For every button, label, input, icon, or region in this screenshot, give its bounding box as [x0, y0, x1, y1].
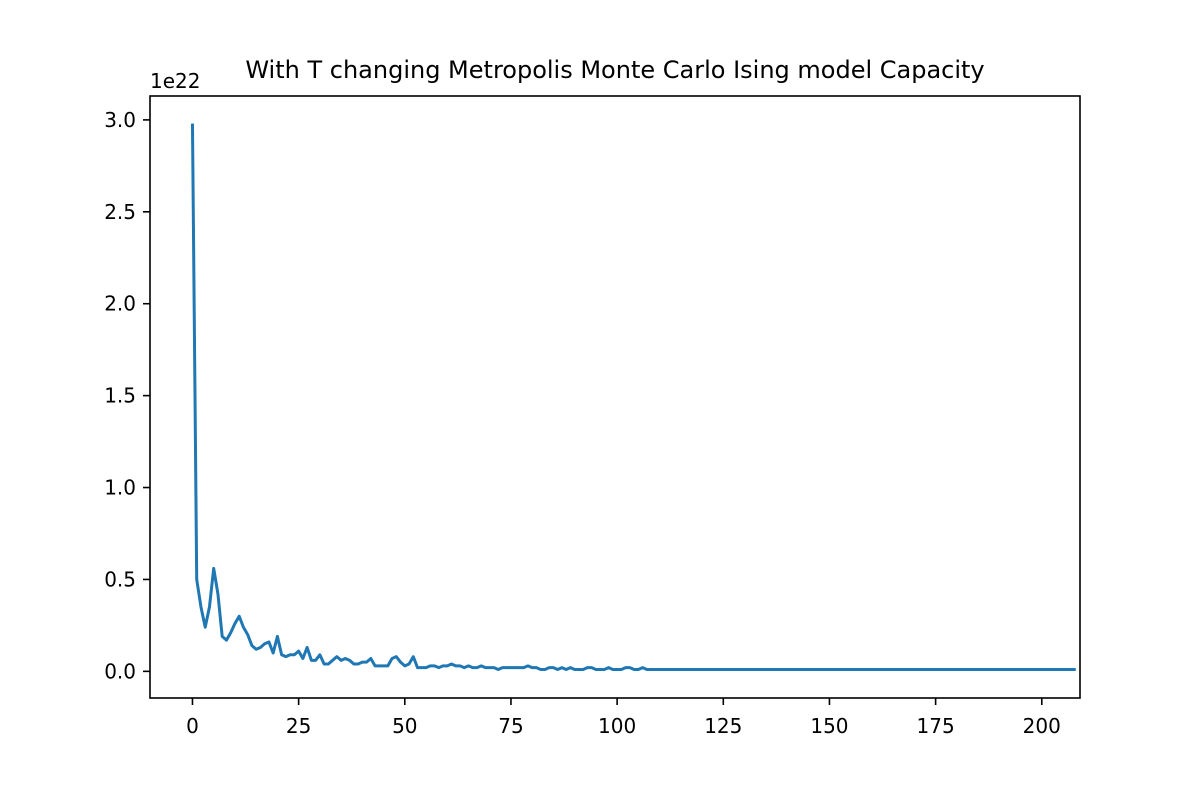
y-tick-label: 3.0 [104, 108, 136, 132]
series-line-0 [190, 123, 1076, 672]
x-tick-label: 100 [598, 714, 636, 738]
axes-frame [149, 95, 1081, 699]
y-offset-label: 1e22 [150, 69, 200, 93]
x-tick-label: 150 [810, 714, 848, 738]
y-tick-label: 2.5 [104, 200, 136, 224]
y-tick-label: 0.5 [104, 567, 136, 591]
x-tick-label: 125 [704, 714, 742, 738]
chart-title: With T changing Metropolis Monte Carlo I… [245, 56, 984, 84]
x-tick-label: 175 [917, 714, 955, 738]
y-axis: 0.0 0.5 1.0 1.5 2.0 2.5 3.0 [104, 108, 150, 683]
plot-area [149, 95, 1081, 699]
x-tick-label: 200 [1023, 714, 1061, 738]
x-tick-label: 25 [286, 714, 311, 738]
x-axis: 0 25 50 75 100 125 150 175 200 [186, 698, 1061, 738]
y-tick-label: 1.0 [104, 476, 136, 500]
y-tick-label: 0.0 [104, 659, 136, 683]
y-tick-label: 1.5 [104, 384, 136, 408]
x-tick-label: 0 [186, 714, 199, 738]
x-tick-label: 50 [392, 714, 417, 738]
x-tick-label: 75 [498, 714, 523, 738]
y-tick-label: 2.0 [104, 292, 136, 316]
